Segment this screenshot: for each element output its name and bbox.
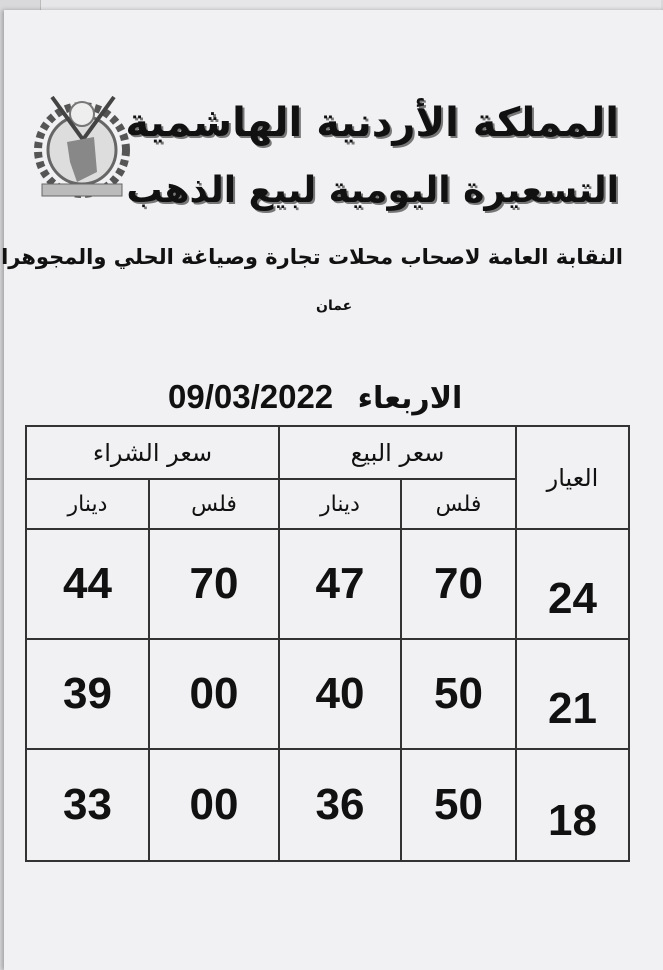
karat-cell: 21	[515, 638, 630, 750]
organization-name: النقابة العامة لاصحاب محلات تجارة وصياغة…	[0, 245, 623, 269]
sell-dinar-cell: 47	[278, 528, 402, 640]
buy-dinar-cell: 39	[25, 638, 150, 750]
karat-cell: 24	[515, 528, 630, 640]
karat-cell: 18	[515, 748, 630, 862]
sell-dinar-cell: 40	[278, 638, 402, 750]
table-row: 18 50 36 00 33	[25, 748, 630, 862]
date: 09/03/2022	[168, 378, 334, 415]
date-line: الاربعاء 09/03/2022	[168, 378, 462, 416]
buy-dinar-header: دينار	[25, 478, 150, 530]
city: عمان	[316, 298, 353, 314]
table-row: 24 70 47 70 44	[25, 528, 630, 640]
buy-fils-cell: 00	[148, 748, 280, 862]
syndicate-logo-icon	[34, 95, 130, 198]
day: الاربعاء	[357, 381, 463, 416]
sell-price-header: سعر البيع	[278, 425, 517, 480]
table-row: 21 50 40 00 39	[25, 638, 630, 750]
sheet-title: التسعيرة اليومية لبيع الذهب	[126, 170, 619, 211]
sell-fils-cell: 70	[400, 528, 517, 640]
gold-price-table: العيار سعر البيع سعر الشراء فلس دينار فل…	[25, 425, 630, 862]
buy-fils-cell: 70	[148, 528, 280, 640]
buy-dinar-cell: 33	[25, 748, 150, 862]
sell-fils-cell: 50	[400, 748, 517, 862]
sell-dinar-cell: 36	[278, 748, 402, 862]
buy-fils-cell: 00	[148, 638, 280, 750]
buy-price-header: سعر الشراء	[25, 425, 280, 480]
karat-header: العيار	[515, 425, 630, 530]
sell-fils-cell: 50	[400, 638, 517, 750]
sell-dinar-header: دينار	[278, 478, 402, 530]
buy-dinar-cell: 44	[25, 528, 150, 640]
country-title: المملكة الأردنية الهاشمية	[125, 100, 619, 146]
sell-fils-header: فلس	[400, 478, 517, 530]
buy-fils-header: فلس	[148, 478, 280, 530]
